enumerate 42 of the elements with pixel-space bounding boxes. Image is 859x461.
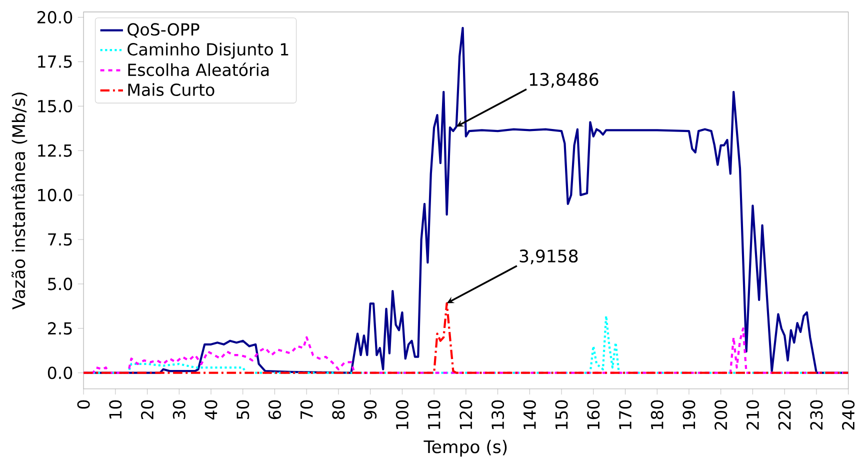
y-tick-label: 17.5 [38,56,72,68]
y-tick-label: 5.0 [48,278,72,290]
x-tick-label: 240 [842,400,855,430]
y-tick-label: 0.0 [48,366,72,380]
y-tick-label: 15.0 [38,100,72,112]
legend-label: Mais Curto [128,83,214,96]
x-tick-label: 140 [523,400,536,429]
x-tick-label: 70 [300,400,313,419]
x-tick-label: 230 [810,400,823,430]
y-tick-label: 2.5 [48,322,72,335]
x-tick-label: 110 [428,400,440,429]
legend-label: Escolha Aleatória [128,62,269,76]
x-tick-label: 220 [778,400,791,430]
x-tick-label: 30 [172,400,186,420]
annotation: 3,9158 [520,250,578,264]
x-tick-label: 130 [492,400,504,429]
x-tick-label: 40 [204,400,218,420]
x-tick-label: 50 [236,400,250,420]
x-tick-label: 90 [364,400,377,420]
x-tick-label: 120 [460,400,472,429]
y-tick-label: 20.0 [38,10,72,24]
x-tick-label: 80 [332,400,345,420]
x-tick-label: 200 [714,400,728,430]
y-axis-title: Vazão instantânea (Mb/s) [11,92,28,310]
x-tick-label: 170 [618,400,632,429]
x-tick-label: 160 [587,400,600,429]
x-tick-label: 180 [650,400,664,429]
y-tick-label: 12.5 [38,144,72,157]
x-tick-label: 190 [682,400,696,429]
annotation: 13,8486 [530,72,598,88]
x-tick-label: 10 [109,400,122,418]
legend-label: Caminho Disjunto 1 [128,42,288,59]
x-tick-label: 60 [268,400,281,420]
y-tick-label: 7.5 [48,233,72,246]
x-tick-label: 150 [555,400,568,429]
legend-label: QoS-OPP [128,23,200,38]
y-tick-label: 10.0 [38,188,72,202]
x-axis-title: Tempo (s) [424,440,507,457]
x-tick-label: 0 [77,400,90,409]
x-tick-label: 20 [140,400,154,420]
x-tick-label: 100 [396,400,408,429]
x-tick-label: 210 [746,400,759,430]
